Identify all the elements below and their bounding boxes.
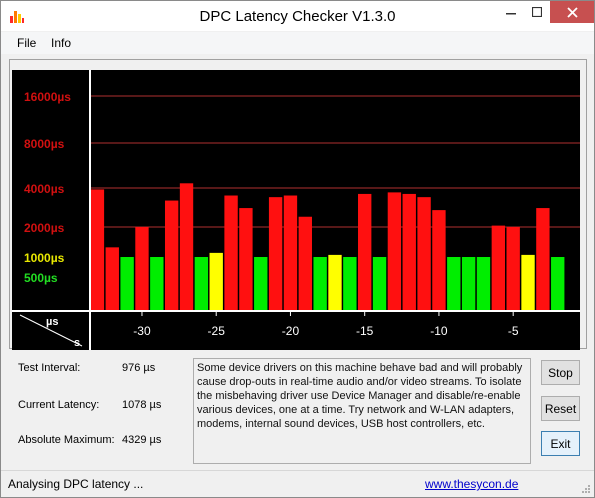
status-text: Analysing DPC latency ... [8,477,144,491]
bar-5 [164,200,179,311]
minimize-button[interactable] [498,1,524,23]
window-title: DPC Latency Checker V1.3.0 [199,8,396,25]
corner-unit-bottom: s [74,337,80,349]
bar-30 [536,208,550,311]
bar-13 [283,195,298,311]
bar-21 [402,193,416,311]
bar-1 [105,247,119,311]
bar-14 [298,216,312,311]
x-label-4: -10 [430,324,448,338]
y-label-0: 16000µs [24,90,71,104]
bar-18 [358,193,372,311]
bar-27 [491,225,506,311]
close-icon [566,6,578,18]
y-label-5: 500µs [24,271,58,285]
bar-4 [150,257,164,311]
bar-10 [239,208,253,311]
bar-16 [328,254,342,311]
bar-8 [209,252,223,311]
y-label-3: 2000µs [24,221,65,235]
bar-11 [254,257,268,311]
x-label-3: -15 [356,324,374,338]
maximize-icon [532,7,542,17]
bar-7 [194,257,209,311]
title-bar: DPC Latency Checker V1.3.0 [1,1,594,31]
x-label-5: -5 [508,324,519,338]
status-bar: Analysing DPC latency ... www.thesycon.d… [1,470,594,497]
test-interval-value: 976 µs [122,362,156,374]
description-box: Some device drivers on this machine beha… [193,358,531,464]
bar-17 [343,257,357,311]
bar-28 [506,227,520,311]
bar-15 [313,257,327,311]
maximize-button[interactable] [524,1,550,23]
bar-12 [268,197,283,311]
bar-29 [521,254,535,311]
close-button[interactable] [550,1,594,23]
bar-23 [432,210,446,311]
x-label-0: -30 [133,324,151,338]
current-latency-value: 1078 µs [122,399,162,411]
bar-0 [90,189,105,311]
y-label-4: 1000µs [24,251,65,265]
bar-6 [179,183,194,311]
corner-diagonal [19,314,83,347]
bar-31 [551,257,565,311]
x-label-1: -25 [208,324,226,338]
absolute-maximum-label: Absolute Maximum: [18,434,115,446]
reset-button[interactable]: Reset [541,396,580,421]
menu-info[interactable]: Info [51,36,72,50]
bar-19 [372,257,387,311]
bar-9 [224,195,238,311]
x-label-2: -20 [282,324,300,338]
minimize-icon [506,13,516,15]
current-latency-label: Current Latency: [18,399,100,411]
absolute-maximum-value: 4329 µs [122,434,162,446]
bar-24 [447,257,461,311]
menu-bar: File Info [1,32,594,54]
y-label-2: 4000µs [24,182,65,196]
exit-button[interactable]: Exit [541,431,580,456]
website-link[interactable]: www.thesycon.de [425,477,519,491]
bar-25 [461,257,476,311]
bar-22 [417,197,431,311]
corner-unit-top: µs [46,316,58,328]
bar-3 [135,227,149,311]
latency-chart: 16000µs 8000µs 4000µs 2000µs 1000µs 500µs -30 -… [12,70,580,350]
resize-grip-icon[interactable] [581,484,591,494]
bar-2 [120,257,134,311]
stop-button[interactable]: Stop [541,360,580,385]
bar-20 [387,192,402,311]
test-interval-label: Test Interval: [18,362,81,374]
bar-chart-icon [10,11,24,23]
menu-file[interactable]: File [17,36,37,50]
bar-26 [476,257,491,311]
y-label-1: 8000µs [24,137,65,151]
